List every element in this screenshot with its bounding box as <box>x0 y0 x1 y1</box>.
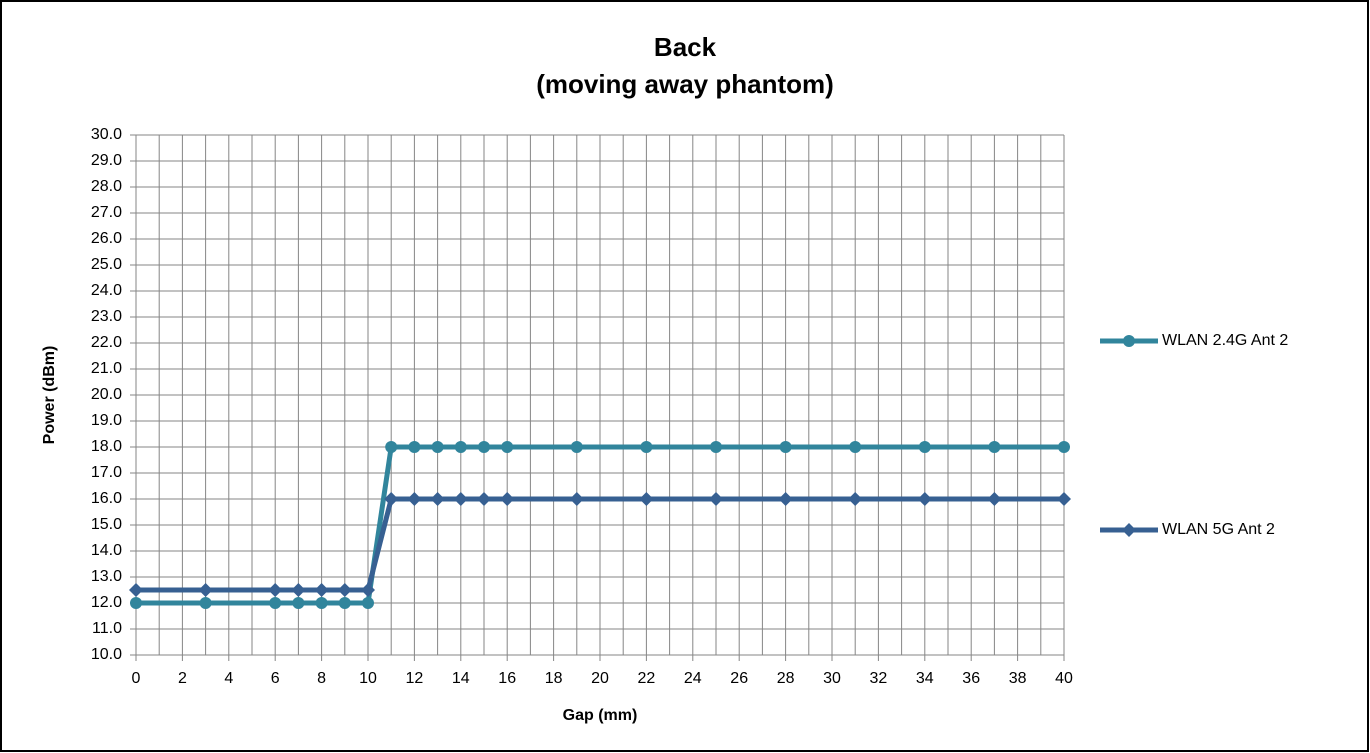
y-tick-label: 27.0 <box>91 204 122 221</box>
chart-title: Back <box>654 32 717 62</box>
marker <box>1057 492 1071 506</box>
marker <box>477 492 491 506</box>
y-tick-label: 22.0 <box>91 334 122 351</box>
x-tick-label: 30 <box>823 670 841 687</box>
y-tick-label: 13.0 <box>91 568 122 585</box>
legend-label: WLAN 5G Ant 2 <box>1162 521 1275 538</box>
marker <box>709 492 723 506</box>
y-axis-title: Power (dBm) <box>41 346 58 445</box>
marker <box>385 441 398 453</box>
marker <box>268 583 283 597</box>
marker <box>453 492 468 506</box>
marker <box>779 441 792 453</box>
y-tick-label: 11.0 <box>92 620 122 637</box>
marker <box>917 492 932 506</box>
marker <box>199 597 212 609</box>
marker <box>918 441 931 453</box>
marker <box>1123 335 1135 347</box>
marker <box>130 597 142 609</box>
marker <box>129 583 143 597</box>
marker <box>569 492 584 506</box>
marker <box>292 597 305 609</box>
marker <box>407 492 422 506</box>
x-tick-label: 16 <box>498 670 516 687</box>
x-tick-label: 14 <box>452 670 470 687</box>
y-tick-label: 25.0 <box>91 256 122 273</box>
x-tick-label: 10 <box>359 670 377 687</box>
marker <box>639 492 654 506</box>
y-tick-label: 23.0 <box>91 308 122 325</box>
marker <box>501 441 514 453</box>
marker <box>315 597 328 609</box>
y-tick-label: 26.0 <box>91 230 122 247</box>
x-tick-label: 18 <box>545 670 563 687</box>
marker <box>478 441 490 453</box>
x-tick-label: 0 <box>132 670 141 687</box>
marker <box>361 583 375 597</box>
y-tick-label: 19.0 <box>91 412 122 429</box>
marker <box>500 492 515 506</box>
x-axis-title: Gap (mm) <box>563 707 638 724</box>
x-tick-label: 4 <box>224 670 233 687</box>
x-tick-label: 8 <box>317 670 326 687</box>
marker <box>640 441 653 453</box>
marker <box>570 441 583 453</box>
marker <box>1122 523 1136 537</box>
marker <box>384 492 399 506</box>
x-tick-label: 32 <box>870 670 888 687</box>
x-tick-label: 22 <box>638 670 656 687</box>
x-tick-label: 6 <box>271 670 280 687</box>
marker <box>314 583 329 597</box>
marker <box>198 583 213 597</box>
y-tick-label: 24.0 <box>91 282 122 299</box>
marker <box>849 441 862 453</box>
x-tick-label: 38 <box>1009 670 1027 687</box>
marker <box>710 441 722 453</box>
y-tick-label: 10.0 <box>91 646 122 663</box>
marker <box>1058 441 1070 453</box>
marker <box>778 492 793 506</box>
x-tick-label: 12 <box>406 670 424 687</box>
legend-label: WLAN 2.4G Ant 2 <box>1162 332 1288 349</box>
chart-title: (moving away phantom) <box>536 69 834 99</box>
marker <box>408 441 421 453</box>
marker <box>269 597 282 609</box>
x-tick-label: 20 <box>591 670 609 687</box>
marker <box>987 492 1002 506</box>
y-tick-label: 14.0 <box>91 542 122 559</box>
y-tick-label: 20.0 <box>91 386 122 403</box>
y-tick-label: 12.0 <box>91 594 122 611</box>
marker <box>454 441 467 453</box>
x-tick-label: 26 <box>730 670 748 687</box>
x-tick-label: 24 <box>684 670 702 687</box>
marker <box>362 597 374 609</box>
x-tick-label: 40 <box>1055 670 1073 687</box>
marker <box>338 597 351 609</box>
x-tick-label: 2 <box>178 670 187 687</box>
x-tick-label: 28 <box>777 670 795 687</box>
y-tick-label: 15.0 <box>91 516 122 533</box>
y-tick-label: 28.0 <box>91 178 122 195</box>
y-tick-label: 30.0 <box>91 126 122 143</box>
marker <box>431 441 444 453</box>
x-tick-label: 36 <box>962 670 980 687</box>
y-tick-label: 21.0 <box>91 360 122 377</box>
y-tick-label: 18.0 <box>91 438 122 455</box>
y-tick-label: 17.0 <box>91 464 122 481</box>
marker <box>291 583 306 597</box>
marker <box>988 441 1001 453</box>
marker <box>430 492 445 506</box>
marker <box>848 492 863 506</box>
marker <box>337 583 352 597</box>
x-tick-label: 34 <box>916 670 934 687</box>
y-tick-label: 16.0 <box>91 490 122 507</box>
y-tick-label: 29.0 <box>91 152 122 169</box>
